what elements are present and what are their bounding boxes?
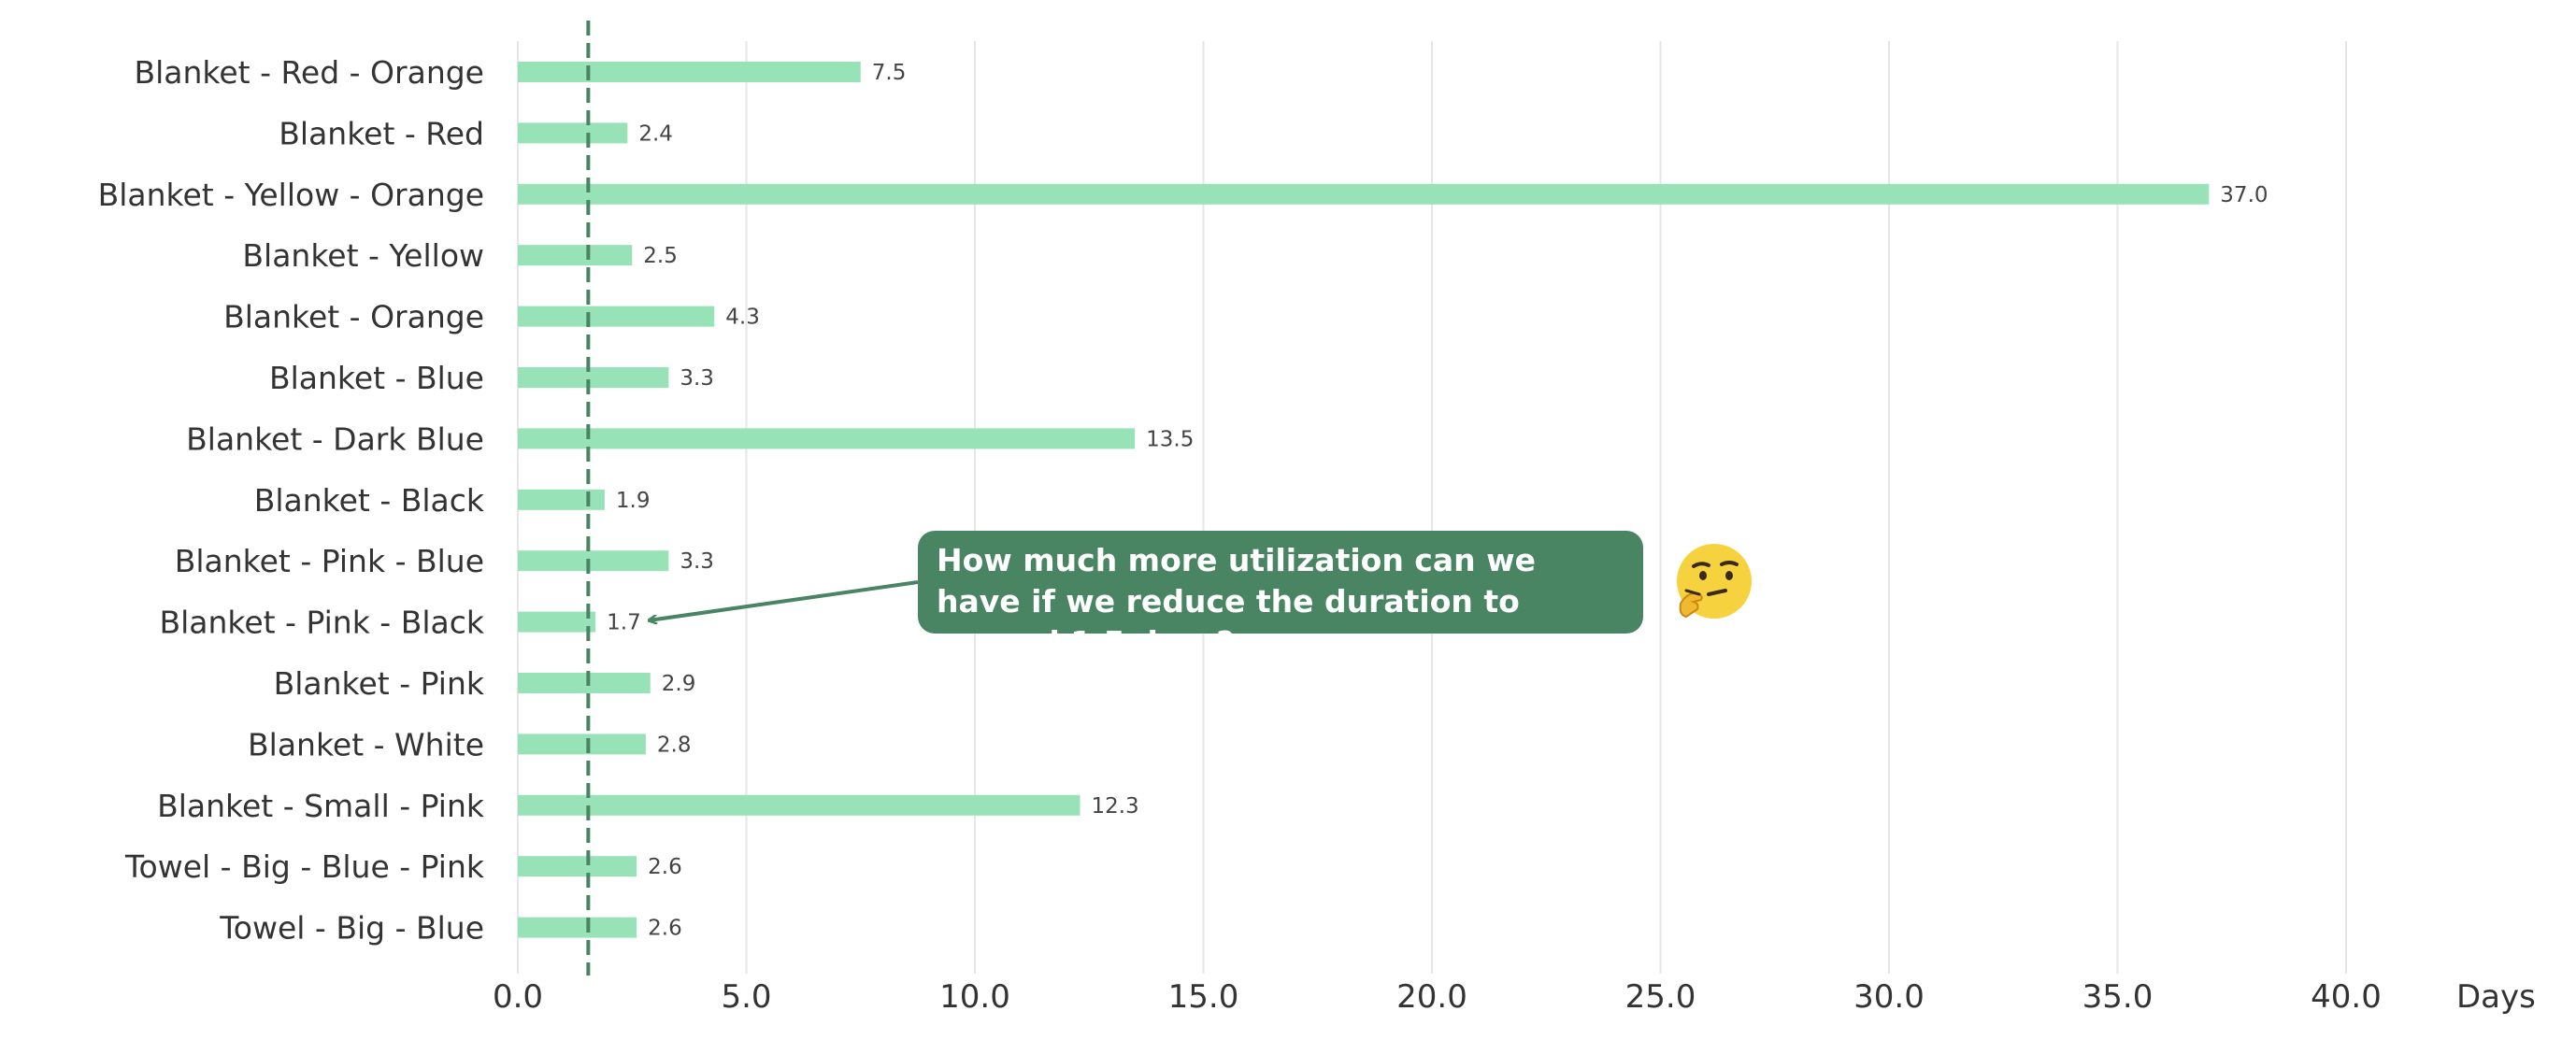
- category-label: Blanket - Pink - Black: [159, 605, 484, 641]
- x-tick-label: 0.0: [493, 978, 543, 1016]
- value-label: 7.5: [872, 61, 907, 85]
- gridlines: [517, 41, 2347, 974]
- annotation-text: How much more utilization can we have if…: [937, 542, 1536, 634]
- category-label: Blanket - White: [248, 726, 484, 762]
- value-label: 2.4: [638, 121, 673, 146]
- bar: [518, 183, 2210, 205]
- value-label: 2.6: [648, 917, 682, 941]
- category-label: Blanket - Black: [254, 482, 485, 519]
- bar: [518, 611, 596, 633]
- bar: [518, 245, 633, 266]
- category-label: Blanket - Red - Orange: [134, 54, 484, 91]
- x-tick-label: 15.0: [1168, 978, 1239, 1016]
- value-label: 2.5: [643, 244, 678, 268]
- category-label: Blanket - Red: [279, 115, 484, 151]
- annotation-callout: How much more utilization can we have if…: [918, 531, 1643, 634]
- x-tick-label: 10.0: [939, 978, 1010, 1016]
- x-tick-label: 30.0: [1853, 978, 1925, 1016]
- thinking-face-emoji-icon: [1677, 544, 1752, 619]
- value-labels: 7.5 2.4 37.0 2.5 4.3 3.3 13.5 1.9 3.3 1.7 2.9 2.8 12…: [607, 61, 2268, 941]
- x-tick-label: 35.0: [2082, 978, 2154, 1016]
- value-label: 2.9: [662, 672, 696, 696]
- category-label: Blanket - Pink: [274, 665, 485, 702]
- x-tick-label: 25.0: [1625, 978, 1696, 1016]
- bar: [518, 550, 669, 572]
- value-label: 12.3: [1091, 794, 1138, 819]
- value-label: 2.6: [648, 855, 682, 879]
- bar: [518, 673, 651, 693]
- x-axis-ticks: 0.0 5.0 10.0 15.0 20.0 25.0 30.0 35.0 40.0: [493, 978, 2382, 1016]
- bar: [518, 122, 628, 144]
- category-label: Blanket - Yellow - Orange: [98, 177, 484, 213]
- bar: [518, 306, 715, 327]
- bars: [518, 62, 2210, 938]
- bar: [518, 62, 861, 82]
- value-label: 37.0: [2220, 183, 2268, 207]
- category-label: Towel - Big - Blue - Pink: [124, 848, 485, 885]
- category-labels: Blanket - Red - Orange Blanket - Red Blank…: [98, 54, 485, 947]
- bar: [518, 917, 637, 938]
- category-label: Blanket - Yellow: [242, 237, 484, 274]
- bar: [518, 856, 637, 877]
- category-label: Blanket - Pink - Blue: [175, 543, 484, 579]
- x-tick-label: 40.0: [2311, 978, 2382, 1016]
- bar: [518, 794, 1080, 816]
- category-label: Towel - Big - Blue: [219, 910, 484, 947]
- value-label: 13.5: [1146, 427, 1194, 451]
- category-label: Blanket - Orange: [223, 299, 484, 335]
- callout-arrow: [649, 580, 919, 620]
- x-tick-label: 20.0: [1396, 978, 1467, 1016]
- value-label: 2.8: [657, 733, 692, 757]
- value-label: 1.7: [607, 611, 641, 635]
- category-label: Blanket - Small - Pink: [157, 788, 485, 824]
- category-label: Blanket - Dark Blue: [186, 420, 484, 457]
- x-tick-label: 5.0: [721, 978, 771, 1016]
- bar: [518, 428, 1136, 449]
- category-label: Blanket - Blue: [269, 360, 484, 396]
- x-axis-unit-label: Days: [2456, 978, 2536, 1016]
- value-label: 3.3: [680, 366, 714, 391]
- value-label: 4.3: [725, 306, 760, 330]
- bar: [518, 734, 646, 755]
- value-label: 3.3: [680, 549, 714, 574]
- bar: [518, 489, 605, 510]
- bar: [518, 367, 669, 388]
- value-label: 1.9: [616, 489, 651, 513]
